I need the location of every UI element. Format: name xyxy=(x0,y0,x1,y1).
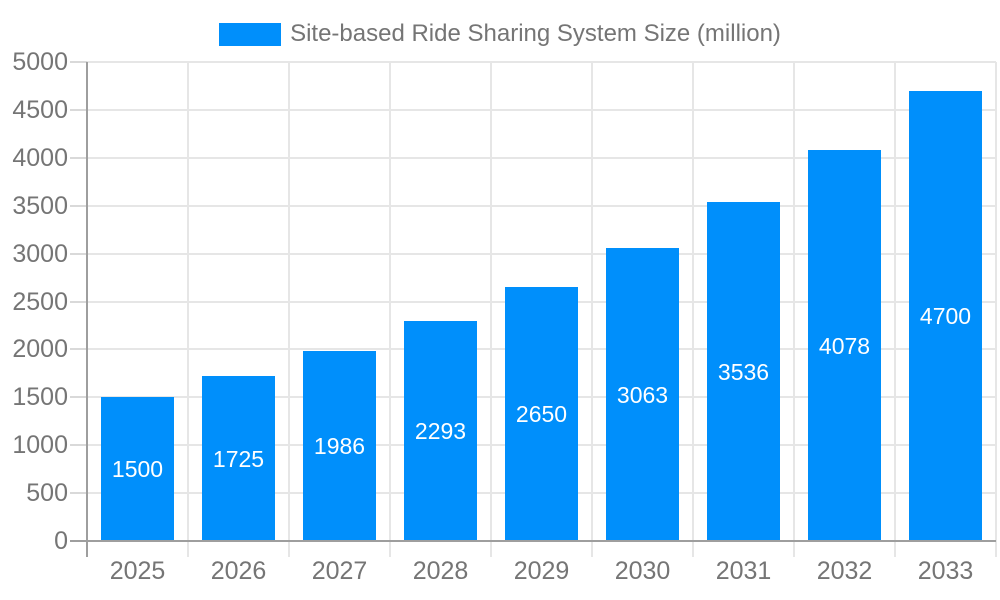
y-axis-tick-label: 3000 xyxy=(12,239,68,268)
bar-value-label: 1500 xyxy=(111,456,164,482)
y-axis-tick-label: 3500 xyxy=(12,191,68,220)
y-gridline xyxy=(87,108,996,111)
y-axis-tick xyxy=(70,108,87,111)
y-axis-tick-label: 4500 xyxy=(12,95,68,124)
bar-value-label: 3063 xyxy=(616,381,669,408)
y-axis-tick-label: 5000 xyxy=(12,48,68,76)
bar[interactable] xyxy=(303,351,376,541)
x-gridline xyxy=(995,62,997,557)
y-gridline xyxy=(87,61,996,63)
x-axis-tick-label: 2028 xyxy=(412,557,469,585)
y-axis-tick-label: 4000 xyxy=(12,143,68,172)
x-axis-tick-label: 2029 xyxy=(513,557,570,585)
x-gridline xyxy=(288,62,290,557)
x-gridline xyxy=(389,62,391,557)
x-axis-tick-label: 2025 xyxy=(109,557,166,585)
bar[interactable] xyxy=(909,91,982,541)
y-axis-tick xyxy=(70,300,87,303)
bar[interactable] xyxy=(404,321,477,541)
y-axis-tick xyxy=(70,156,87,159)
chart-legend-item[interactable]: Site-based Ride Sharing System Size (mil… xyxy=(0,20,1000,48)
bar-value-label: 1725 xyxy=(212,445,265,472)
x-axis-tick-label: 2026 xyxy=(210,557,267,585)
x-gridline xyxy=(187,62,189,557)
legend-label: Site-based Ride Sharing System Size (mil… xyxy=(290,20,781,47)
x-gridline xyxy=(591,62,593,557)
bar-value-label: 3536 xyxy=(717,358,770,385)
x-axis-tick-label: 2027 xyxy=(311,557,368,585)
y-axis-line xyxy=(86,62,88,557)
y-axis-tick xyxy=(70,396,87,399)
bar-value-label: 4078 xyxy=(818,332,871,359)
bar[interactable] xyxy=(505,287,578,541)
bar-value-label: 2293 xyxy=(414,418,467,444)
bar[interactable] xyxy=(707,202,780,541)
y-axis-tick xyxy=(70,444,87,447)
bar[interactable] xyxy=(606,248,679,541)
y-axis-tick-label: 0 xyxy=(54,527,68,555)
y-axis-tick xyxy=(70,204,87,207)
y-axis-tick-label: 500 xyxy=(26,479,68,508)
y-gridline xyxy=(87,204,996,207)
legend-swatch xyxy=(219,22,282,46)
bar-value-label: 4700 xyxy=(919,303,972,329)
bar[interactable] xyxy=(808,150,881,541)
x-gridline xyxy=(793,62,795,557)
x-gridline xyxy=(894,62,896,557)
y-axis-tick xyxy=(70,252,87,255)
y-axis-tick xyxy=(70,348,87,351)
y-axis-tick xyxy=(70,492,87,495)
x-axis-tick-label: 2032 xyxy=(816,557,873,585)
y-axis-tick xyxy=(70,61,87,63)
bar[interactable] xyxy=(101,397,174,541)
y-axis-tick-label: 1500 xyxy=(12,383,68,412)
y-gridline xyxy=(87,252,996,255)
x-axis-tick-label: 2030 xyxy=(614,557,671,585)
y-axis-tick-label: 2000 xyxy=(12,335,68,364)
x-axis-tick-label: 2033 xyxy=(917,557,974,585)
bar-value-label: 1986 xyxy=(313,433,366,459)
x-axis-line xyxy=(70,540,996,542)
x-gridline xyxy=(692,62,694,557)
y-gridline xyxy=(87,156,996,159)
x-gridline xyxy=(490,62,492,557)
y-axis-tick-label: 2500 xyxy=(12,287,68,316)
plot-area: 0 500 1000 1500 2000 2500 3000 3500 4000 4500 5000… xyxy=(12,48,997,585)
y-axis-tick-label: 1000 xyxy=(12,431,68,460)
bar[interactable] xyxy=(202,376,275,541)
x-axis-tick-label: 2031 xyxy=(715,557,772,585)
bar-value-label: 2650 xyxy=(515,401,568,427)
